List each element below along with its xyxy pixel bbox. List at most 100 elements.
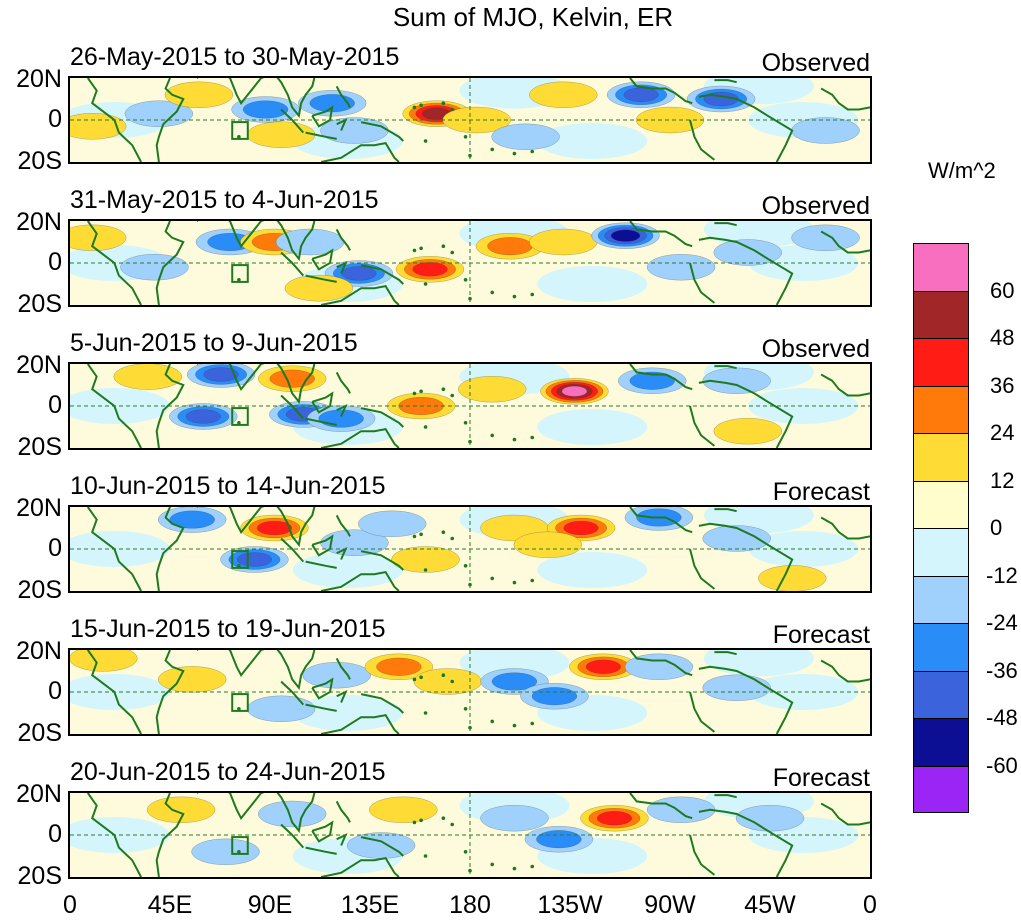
anomaly-map [68,505,872,593]
colorbar-swatch [913,765,969,813]
anomaly-contour [369,796,438,823]
panel-type-label: Observed [761,335,870,363]
map-panel: 5-Jun-2015 to 9-Jun-2015 Observed 20N 0 20S [0,326,900,468]
island [512,437,517,442]
anomaly-contour [491,672,538,691]
coastline [820,87,870,111]
island [490,147,495,152]
coastline [689,548,716,590]
coastline [335,657,351,680]
coastline [305,560,337,569]
background-anomaly-area [748,531,859,567]
panel-type-label: Forecast [772,764,870,792]
latitude-label: 20S [17,433,62,461]
latitude-label: 0 [48,534,62,562]
coastline [196,507,316,548]
island [512,151,517,156]
coastline [86,650,142,734]
region-box [231,407,249,426]
coastline [196,793,316,834]
region-box [231,693,249,712]
coastline [820,516,870,540]
coastline [629,793,693,820]
colorbar-level-label: -60 [986,752,1018,778]
coastline [820,659,870,683]
anomaly-contour [585,659,621,674]
background-anomaly-area [537,266,648,302]
region-box [231,264,249,283]
island [423,425,428,429]
anomaly-contour [480,805,549,832]
latitude-label: 20S [17,147,62,175]
anomaly-contour [702,525,771,552]
coastline [305,131,337,140]
coastline [698,665,794,734]
colorbar-level-label: -36 [986,657,1018,683]
background-anomaly-area [537,123,648,159]
latitude-label: 0 [48,820,62,848]
coastline [311,534,334,557]
coastline [305,703,337,712]
coastline [311,391,334,414]
panel-type-label: Forecast [772,478,870,506]
island [237,564,241,568]
coastline [155,507,185,591]
colorbar-level-label: 24 [990,420,1015,445]
latitude-label: 0 [48,105,62,133]
anomaly-map-svg [70,78,870,162]
latitude-label: 20N [16,494,62,522]
anomaly-contour [702,674,771,701]
island [530,721,535,726]
island [419,103,423,108]
coastline [155,793,185,877]
anomaly-contour [246,121,316,148]
latitude-label: 20N [16,637,62,665]
background-anomaly-area [459,650,570,681]
anomaly-contour [246,695,316,722]
coastline [86,78,142,162]
coastline [196,221,316,262]
coastline [305,846,337,855]
island [450,679,455,684]
anomaly-contour [70,650,138,672]
anomaly-map [68,648,872,736]
coastline [280,108,305,134]
colorbar-level-label: 12 [990,467,1015,493]
colorbar-level-label: 60 [990,277,1015,303]
colorbar-level-label: -12 [986,562,1018,588]
latitude-label: 0 [48,391,62,419]
island [512,294,517,299]
anomaly-contour [120,254,189,281]
coastline [86,507,142,591]
island [412,105,417,110]
anomaly-contour [191,838,260,865]
anomaly-contour [623,87,659,102]
anomaly-map [68,76,872,164]
latitude-label: 20S [17,290,62,318]
coastline [320,284,400,305]
coastline [360,836,404,857]
colorbar-swatch [913,338,969,386]
colorbar-swatch [913,290,969,338]
coastline [714,222,737,227]
island [512,723,517,728]
island [237,707,241,711]
anomaly-contour [358,510,427,537]
island [490,576,495,581]
anomaly-contour [318,409,364,428]
coastline [698,808,794,877]
island [530,864,535,869]
coastline [689,834,716,876]
region-box [231,836,249,855]
background-anomaly-area [537,552,648,588]
coastline [305,274,337,283]
map-panel: 31-May-2015 to 4-Jun-2015 Observed 20N 0 20S [0,183,900,325]
island [450,107,455,112]
coastline [360,550,404,571]
island [441,101,446,105]
anomaly-contour [302,662,371,689]
background-anomaly-area [292,695,403,731]
figure-title: Sum of MJO, Kelvin, ER [392,2,674,32]
anomaly-contour [713,239,782,266]
coastline [196,78,316,119]
